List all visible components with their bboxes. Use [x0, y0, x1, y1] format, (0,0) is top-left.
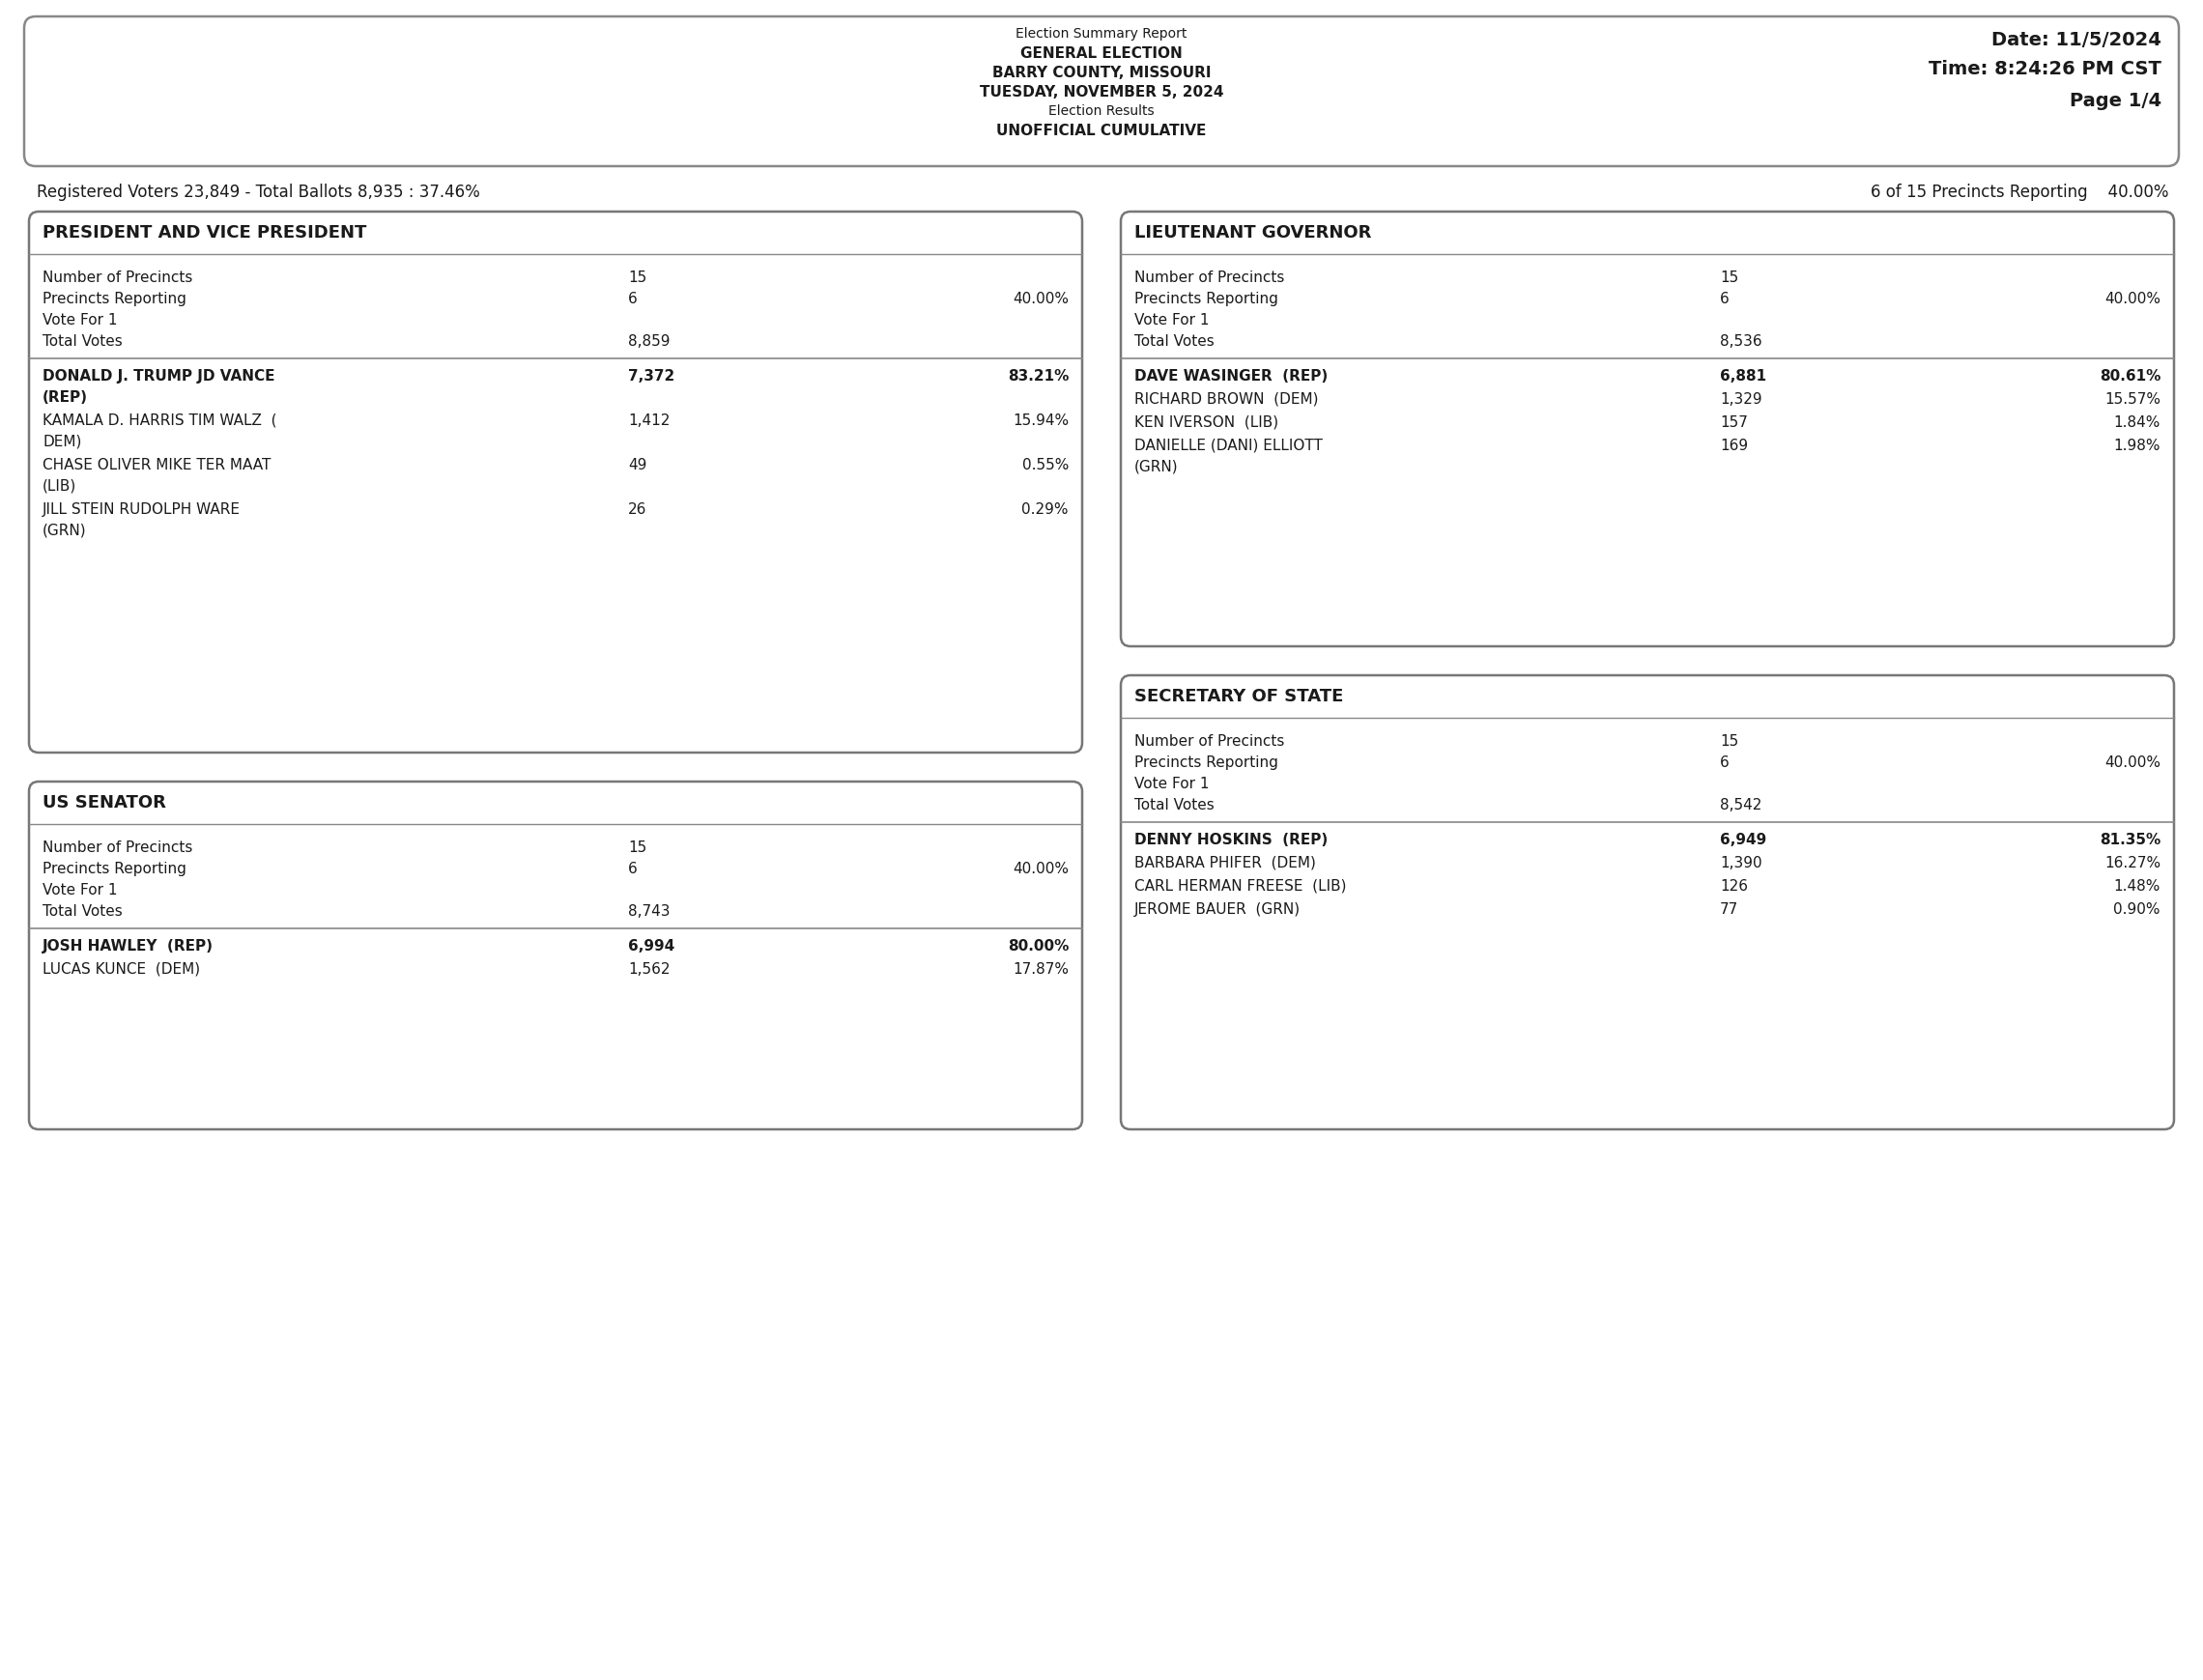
Text: (REP): (REP)	[42, 390, 88, 405]
Text: TUESDAY, NOVEMBER 5, 2024: TUESDAY, NOVEMBER 5, 2024	[980, 86, 1223, 99]
Text: Number of Precincts: Number of Precincts	[1135, 734, 1284, 748]
Text: 1,562: 1,562	[628, 961, 670, 976]
Text: Precincts Reporting: Precincts Reporting	[1135, 754, 1278, 769]
Text: LUCAS KUNCE  (DEM): LUCAS KUNCE (DEM)	[42, 961, 200, 976]
Text: 6,881: 6,881	[1721, 370, 1767, 383]
Text: 15.94%: 15.94%	[1013, 413, 1068, 428]
Text: 77: 77	[1721, 902, 1738, 916]
Text: 6: 6	[628, 292, 637, 306]
Text: Total Votes: Total Votes	[1135, 334, 1214, 348]
Text: JEROME BAUER  (GRN): JEROME BAUER (GRN)	[1135, 902, 1300, 916]
Text: Total Votes: Total Votes	[42, 904, 123, 919]
Text: LIEUTENANT GOVERNOR: LIEUTENANT GOVERNOR	[1135, 223, 1372, 242]
Text: UNOFFICIAL CUMULATIVE: UNOFFICIAL CUMULATIVE	[996, 124, 1207, 138]
Text: BARBARA PHIFER  (DEM): BARBARA PHIFER (DEM)	[1135, 855, 1315, 870]
Text: Election Results: Election Results	[1049, 104, 1154, 118]
Text: KAMALA D. HARRIS TIM WALZ  (: KAMALA D. HARRIS TIM WALZ (	[42, 413, 278, 428]
Text: Vote For 1: Vote For 1	[1135, 312, 1209, 328]
Text: 1.84%: 1.84%	[2113, 415, 2161, 430]
Text: Vote For 1: Vote For 1	[42, 312, 117, 328]
Text: Vote For 1: Vote For 1	[42, 882, 117, 897]
Text: 83.21%: 83.21%	[1007, 370, 1068, 383]
Text: 80.61%: 80.61%	[2099, 370, 2161, 383]
FancyBboxPatch shape	[1121, 675, 2174, 1129]
Text: PRESIDENT AND VICE PRESIDENT: PRESIDENT AND VICE PRESIDENT	[42, 223, 366, 242]
Text: 8,743: 8,743	[628, 904, 670, 919]
Text: 80.00%: 80.00%	[1007, 939, 1068, 953]
Text: Total Votes: Total Votes	[1135, 798, 1214, 811]
Text: 0.29%: 0.29%	[1022, 502, 1068, 516]
Text: 169: 169	[1721, 438, 1747, 454]
Text: BARRY COUNTY, MISSOURI: BARRY COUNTY, MISSOURI	[991, 66, 1212, 81]
Text: 1,390: 1,390	[1721, 855, 1762, 870]
Text: 15: 15	[628, 270, 648, 286]
Text: DEM): DEM)	[42, 435, 82, 449]
Text: 1,412: 1,412	[628, 413, 670, 428]
Text: Time: 8:24:26 PM CST: Time: 8:24:26 PM CST	[1928, 60, 2161, 79]
Text: 6: 6	[1721, 754, 1729, 769]
Text: DAVE WASINGER  (REP): DAVE WASINGER (REP)	[1135, 370, 1328, 383]
Text: SECRETARY OF STATE: SECRETARY OF STATE	[1135, 687, 1344, 706]
Text: GENERAL ELECTION: GENERAL ELECTION	[1020, 47, 1183, 60]
Text: Number of Precincts: Number of Precincts	[42, 270, 192, 286]
Text: 6: 6	[1721, 292, 1729, 306]
Text: JILL STEIN RUDOLPH WARE: JILL STEIN RUDOLPH WARE	[42, 502, 240, 516]
Text: 6 of 15 Precincts Reporting    40.00%: 6 of 15 Precincts Reporting 40.00%	[1870, 183, 2170, 202]
Text: Precincts Reporting: Precincts Reporting	[42, 862, 187, 875]
Text: 49: 49	[628, 457, 648, 472]
Text: 6,994: 6,994	[628, 939, 674, 953]
Text: 26: 26	[628, 502, 648, 516]
Text: (GRN): (GRN)	[42, 522, 86, 538]
Text: 7,372: 7,372	[628, 370, 674, 383]
Text: Precincts Reporting: Precincts Reporting	[1135, 292, 1278, 306]
Text: 0.90%: 0.90%	[2113, 902, 2161, 916]
Text: 6: 6	[628, 862, 637, 875]
Text: 1,329: 1,329	[1721, 391, 1762, 407]
Text: Total Votes: Total Votes	[42, 334, 123, 348]
Text: (GRN): (GRN)	[1135, 460, 1179, 474]
Text: 8,859: 8,859	[628, 334, 670, 348]
Text: 15: 15	[1721, 734, 1738, 748]
Text: 1.98%: 1.98%	[2113, 438, 2161, 454]
Text: 15.57%: 15.57%	[2104, 391, 2161, 407]
Text: Date: 11/5/2024: Date: 11/5/2024	[1992, 30, 2161, 49]
Text: CHASE OLIVER MIKE TER MAAT: CHASE OLIVER MIKE TER MAAT	[42, 457, 271, 472]
Text: Page 1/4: Page 1/4	[2069, 92, 2161, 111]
Text: CARL HERMAN FREESE  (LIB): CARL HERMAN FREESE (LIB)	[1135, 879, 1346, 894]
Text: KEN IVERSON  (LIB): KEN IVERSON (LIB)	[1135, 415, 1278, 430]
Text: 40.00%: 40.00%	[1013, 292, 1068, 306]
Text: Number of Precincts: Number of Precincts	[42, 840, 192, 855]
Text: 81.35%: 81.35%	[2099, 832, 2161, 847]
Text: DANIELLE (DANI) ELLIOTT: DANIELLE (DANI) ELLIOTT	[1135, 438, 1322, 454]
Text: 40.00%: 40.00%	[1013, 862, 1068, 875]
FancyBboxPatch shape	[1121, 212, 2174, 647]
Text: 40.00%: 40.00%	[2104, 292, 2161, 306]
Text: 0.55%: 0.55%	[1022, 457, 1068, 472]
Text: 17.87%: 17.87%	[1013, 961, 1068, 976]
Text: Precincts Reporting: Precincts Reporting	[42, 292, 187, 306]
FancyBboxPatch shape	[29, 783, 1082, 1129]
Text: 8,536: 8,536	[1721, 334, 1762, 348]
Text: Registered Voters 23,849 - Total Ballots 8,935 : 37.46%: Registered Voters 23,849 - Total Ballots…	[37, 183, 480, 202]
Text: 6,949: 6,949	[1721, 832, 1767, 847]
FancyBboxPatch shape	[29, 212, 1082, 753]
Text: JOSH HAWLEY  (REP): JOSH HAWLEY (REP)	[42, 939, 214, 953]
Text: DENNY HOSKINS  (REP): DENNY HOSKINS (REP)	[1135, 832, 1328, 847]
Text: 16.27%: 16.27%	[2104, 855, 2161, 870]
Text: Number of Precincts: Number of Precincts	[1135, 270, 1284, 286]
Text: 1.48%: 1.48%	[2113, 879, 2161, 894]
Text: 15: 15	[628, 840, 648, 855]
Text: Vote For 1: Vote For 1	[1135, 776, 1209, 791]
Text: DONALD J. TRUMP JD VANCE: DONALD J. TRUMP JD VANCE	[42, 370, 275, 383]
Text: US SENATOR: US SENATOR	[42, 793, 165, 811]
FancyBboxPatch shape	[24, 17, 2179, 166]
Text: RICHARD BROWN  (DEM): RICHARD BROWN (DEM)	[1135, 391, 1317, 407]
Text: 40.00%: 40.00%	[2104, 754, 2161, 769]
Text: 15: 15	[1721, 270, 1738, 286]
Text: (LIB): (LIB)	[42, 479, 77, 494]
Text: 126: 126	[1721, 879, 1747, 894]
Text: 8,542: 8,542	[1721, 798, 1762, 811]
Text: 157: 157	[1721, 415, 1747, 430]
Text: Election Summary Report: Election Summary Report	[1016, 27, 1187, 40]
